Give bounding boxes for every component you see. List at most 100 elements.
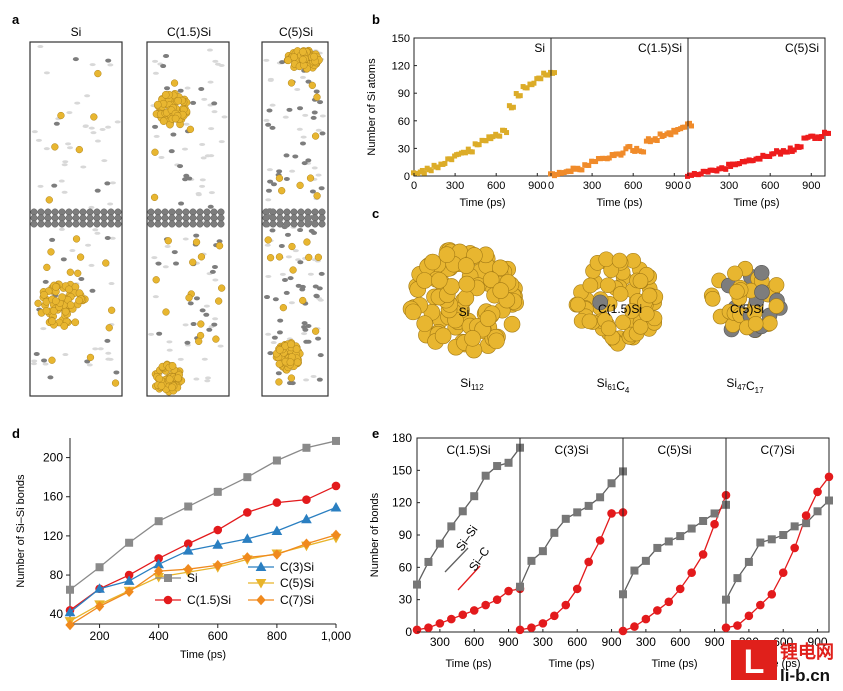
li-atom bbox=[158, 155, 165, 159]
x-axis-label: Time (ps) bbox=[180, 649, 226, 661]
si-atom bbox=[570, 296, 586, 313]
cluster-2 bbox=[703, 260, 788, 339]
si-atom bbox=[704, 291, 721, 307]
data-point bbox=[619, 590, 627, 599]
x-tick-label: 200 bbox=[90, 629, 110, 643]
si-atom bbox=[185, 294, 193, 302]
li-atom bbox=[315, 173, 322, 177]
formula-part: Si bbox=[460, 376, 471, 390]
carbon-atom bbox=[308, 215, 315, 220]
carbon-atom bbox=[175, 214, 183, 222]
carbon-atom bbox=[753, 264, 770, 281]
carbon-atom bbox=[51, 220, 59, 228]
data-point bbox=[94, 601, 105, 612]
si-atom bbox=[641, 287, 658, 304]
si-atom bbox=[155, 374, 164, 383]
carbon-atom bbox=[211, 264, 218, 269]
si-atom bbox=[286, 358, 295, 367]
data-point bbox=[64, 606, 76, 617]
carbon-atom bbox=[297, 228, 304, 233]
carbon-atom bbox=[78, 276, 85, 281]
li-atom bbox=[199, 142, 206, 146]
data-point bbox=[94, 583, 105, 593]
si-atom bbox=[66, 301, 75, 309]
li-atom bbox=[166, 348, 173, 352]
carbon-atom bbox=[183, 173, 190, 178]
data-point bbox=[272, 498, 282, 507]
carbon-atom bbox=[51, 183, 58, 188]
watermark-brand-url: li-b.cn bbox=[780, 666, 830, 685]
carbon-atom bbox=[265, 214, 272, 219]
data-point bbox=[606, 155, 612, 161]
si-atom bbox=[458, 275, 476, 293]
data-point bbox=[813, 487, 822, 497]
carbon-atom bbox=[283, 208, 291, 216]
li-atom bbox=[265, 198, 272, 202]
data-point bbox=[470, 492, 479, 501]
data-point bbox=[572, 584, 582, 594]
carbon-atom bbox=[318, 271, 325, 276]
carbon-atom bbox=[177, 88, 184, 93]
li-atom bbox=[207, 80, 214, 84]
si-atom bbox=[42, 306, 51, 315]
carbon-atom bbox=[33, 352, 40, 357]
data-point bbox=[801, 511, 811, 520]
formula-part: Si bbox=[597, 376, 608, 390]
carbon-atom bbox=[114, 208, 122, 216]
y-tick-label: 0 bbox=[405, 625, 412, 639]
carbon-atom bbox=[283, 290, 290, 295]
carbon-atom bbox=[58, 208, 66, 216]
data-point bbox=[825, 496, 833, 505]
li-atom bbox=[92, 228, 99, 232]
si-atom bbox=[292, 345, 301, 354]
si-atom bbox=[434, 327, 452, 345]
data-point bbox=[504, 130, 510, 136]
data-point bbox=[241, 533, 253, 543]
data-point bbox=[586, 162, 592, 168]
li-atom bbox=[61, 163, 68, 167]
x-tick-label: 600 bbox=[624, 180, 642, 192]
data-point bbox=[653, 543, 662, 552]
li-atom bbox=[193, 377, 200, 381]
si-atom bbox=[94, 69, 102, 78]
data-point bbox=[805, 134, 811, 140]
formula-part: C bbox=[616, 379, 625, 393]
x-axis-label: Time (ps) bbox=[445, 658, 491, 670]
carbon-atom bbox=[51, 214, 59, 222]
carbon-atom bbox=[168, 220, 176, 228]
data-point bbox=[255, 579, 267, 589]
x-tick-label: 300 bbox=[636, 635, 656, 649]
subplot-title: C(5)Si bbox=[785, 41, 819, 55]
carbon-atom bbox=[292, 154, 299, 159]
subplot-title: C(3)Si bbox=[554, 443, 588, 457]
legend-label: Si bbox=[187, 571, 198, 585]
y-tick-label: 80 bbox=[50, 568, 64, 582]
si-atom bbox=[299, 47, 307, 56]
formula-subscript: 17 bbox=[755, 386, 764, 395]
si-atom bbox=[218, 284, 226, 292]
data-point bbox=[66, 585, 74, 594]
carbon-atom bbox=[107, 214, 115, 222]
si-atom bbox=[162, 308, 170, 316]
data-point bbox=[302, 495, 311, 504]
carbon-atom bbox=[283, 214, 291, 222]
data-point bbox=[756, 600, 765, 610]
carbon-atom bbox=[279, 60, 286, 65]
box-title-si: Si bbox=[71, 25, 82, 39]
carbon-atom bbox=[269, 220, 277, 228]
subplot-title: C(1.5)Si bbox=[446, 443, 490, 457]
data-point bbox=[627, 143, 633, 149]
data-point bbox=[699, 516, 708, 525]
si-atom bbox=[492, 259, 509, 277]
data-point bbox=[271, 525, 283, 535]
si-atom bbox=[102, 259, 110, 267]
carbon-atom bbox=[318, 214, 326, 222]
x-tick-label: 0 bbox=[685, 180, 691, 192]
si-atom bbox=[581, 313, 598, 330]
si-atom bbox=[729, 283, 745, 300]
si-atom bbox=[747, 315, 764, 332]
carbon-atom bbox=[79, 214, 87, 222]
carbon-atom bbox=[311, 110, 318, 115]
annotation-si-si: Si–Si bbox=[453, 523, 481, 554]
data-point bbox=[826, 130, 831, 136]
